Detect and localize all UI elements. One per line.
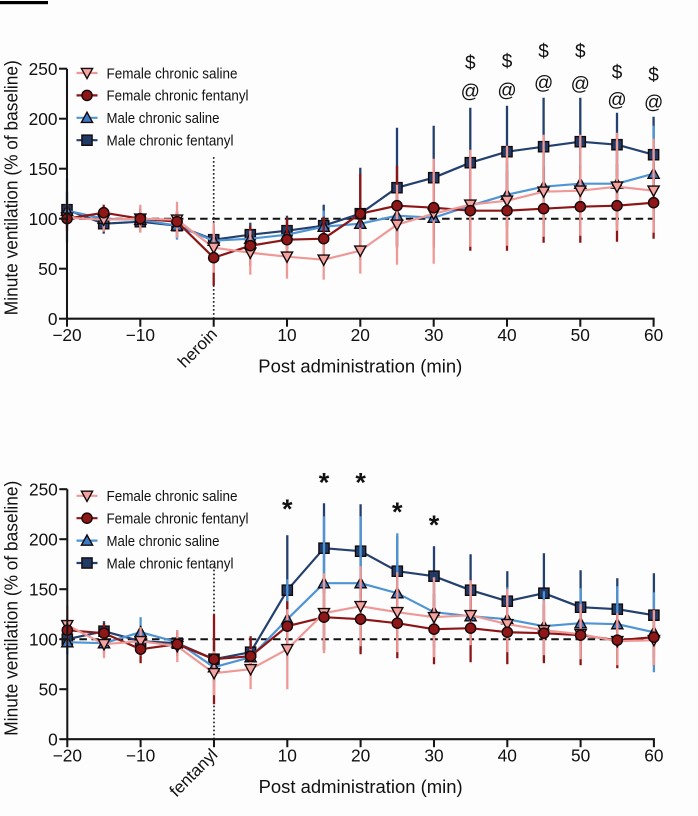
svg-text:*: * <box>429 510 440 540</box>
svg-text:*: * <box>355 468 366 498</box>
svg-text:150: 150 <box>29 159 58 179</box>
svg-text:Male chronic fentanyl: Male chronic fentanyl <box>107 133 234 150</box>
svg-text:@: @ <box>534 73 553 94</box>
svg-text:−20: −20 <box>53 746 82 766</box>
svg-text:250: 250 <box>29 59 58 79</box>
svg-text:100: 100 <box>29 209 58 229</box>
svg-text:30: 30 <box>424 746 443 766</box>
svg-text:50: 50 <box>39 679 58 699</box>
svg-text:150: 150 <box>29 579 58 599</box>
svg-text:20: 20 <box>351 325 370 345</box>
svg-text:Minute ventilation (% of basel: Minute ventilation (% of baseline) <box>1 481 22 736</box>
svg-text:100: 100 <box>29 629 58 649</box>
svg-text:$: $ <box>502 51 513 72</box>
svg-text:Minute ventilation (% of basel: Minute ventilation (% of baseline) <box>1 60 22 315</box>
svg-text:@: @ <box>461 81 480 102</box>
svg-text:0: 0 <box>48 729 58 749</box>
svg-text:50: 50 <box>571 746 590 766</box>
svg-text:*: * <box>282 494 293 524</box>
svg-text:$: $ <box>648 65 659 86</box>
svg-text:$: $ <box>612 63 623 84</box>
svg-text:250: 250 <box>29 479 58 499</box>
svg-text:Female chronic fentanyl: Female chronic fentanyl <box>107 511 249 528</box>
svg-text:−10: −10 <box>126 325 155 345</box>
svg-text:10: 10 <box>278 746 297 766</box>
svg-text:50: 50 <box>38 259 57 279</box>
svg-text:60: 60 <box>644 746 663 766</box>
svg-text:40: 40 <box>498 746 517 766</box>
svg-text:$: $ <box>575 42 586 63</box>
svg-text:200: 200 <box>29 109 58 129</box>
svg-text:50: 50 <box>571 325 590 345</box>
svg-text:Male chronic saline: Male chronic saline <box>107 533 220 550</box>
svg-text:Male chronic saline: Male chronic saline <box>107 110 220 127</box>
svg-text:@: @ <box>571 74 590 95</box>
svg-text:$: $ <box>465 53 476 74</box>
svg-text:30: 30 <box>424 325 443 345</box>
svg-text:60: 60 <box>644 325 663 345</box>
svg-text:200: 200 <box>29 529 58 549</box>
svg-text:Female chronic saline: Female chronic saline <box>107 65 238 82</box>
svg-text:@: @ <box>497 80 516 101</box>
svg-text:−10: −10 <box>126 746 155 766</box>
svg-text:$: $ <box>538 42 549 63</box>
svg-text:Female chronic saline: Female chronic saline <box>107 488 238 505</box>
svg-text:@: @ <box>607 90 626 111</box>
svg-text:Male chronic fentanyl: Male chronic fentanyl <box>107 555 234 572</box>
svg-text:10: 10 <box>277 325 296 345</box>
svg-text:40: 40 <box>497 325 516 345</box>
svg-text:*: * <box>392 497 403 527</box>
svg-text:−20: −20 <box>52 325 81 345</box>
svg-text:*: * <box>319 468 330 498</box>
svg-text:0: 0 <box>48 309 58 329</box>
svg-text:@: @ <box>644 93 663 114</box>
svg-text:Female chronic fentanyl: Female chronic fentanyl <box>107 88 249 105</box>
svg-text:Post administration (min): Post administration (min) <box>258 356 462 377</box>
svg-text:Post administration (min): Post administration (min) <box>259 776 463 797</box>
svg-text:20: 20 <box>351 746 370 766</box>
